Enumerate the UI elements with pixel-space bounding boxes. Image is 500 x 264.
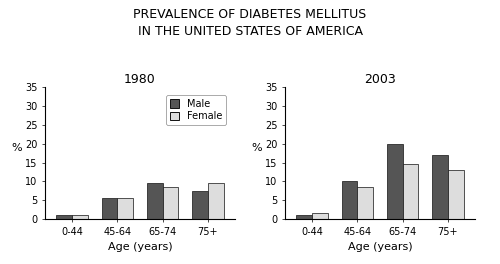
Text: PREVALENCE OF DIABETES MELLITUS
IN THE UNITED STATES OF AMERICA: PREVALENCE OF DIABETES MELLITUS IN THE U… (134, 8, 366, 38)
Bar (448, 170, 464, 219)
X-axis label: Age (years): Age (years) (108, 242, 172, 252)
Legend: Male, Female: Male, Female (166, 95, 226, 125)
Bar (208, 183, 224, 219)
Bar (312, 214, 328, 219)
Bar (358, 187, 373, 219)
Title: 1980: 1980 (124, 73, 156, 86)
Bar (162, 187, 178, 219)
Bar (296, 215, 312, 219)
Bar (387, 144, 402, 219)
Bar (72, 215, 88, 219)
Y-axis label: %: % (11, 143, 22, 153)
Bar (432, 155, 448, 219)
Y-axis label: %: % (251, 143, 262, 153)
Title: 2003: 2003 (364, 73, 396, 86)
Bar (342, 181, 357, 219)
Bar (147, 183, 162, 219)
X-axis label: Age (years): Age (years) (348, 242, 412, 252)
Bar (118, 198, 133, 219)
Bar (192, 191, 208, 219)
Bar (56, 215, 72, 219)
Bar (402, 164, 418, 219)
Bar (102, 198, 117, 219)
